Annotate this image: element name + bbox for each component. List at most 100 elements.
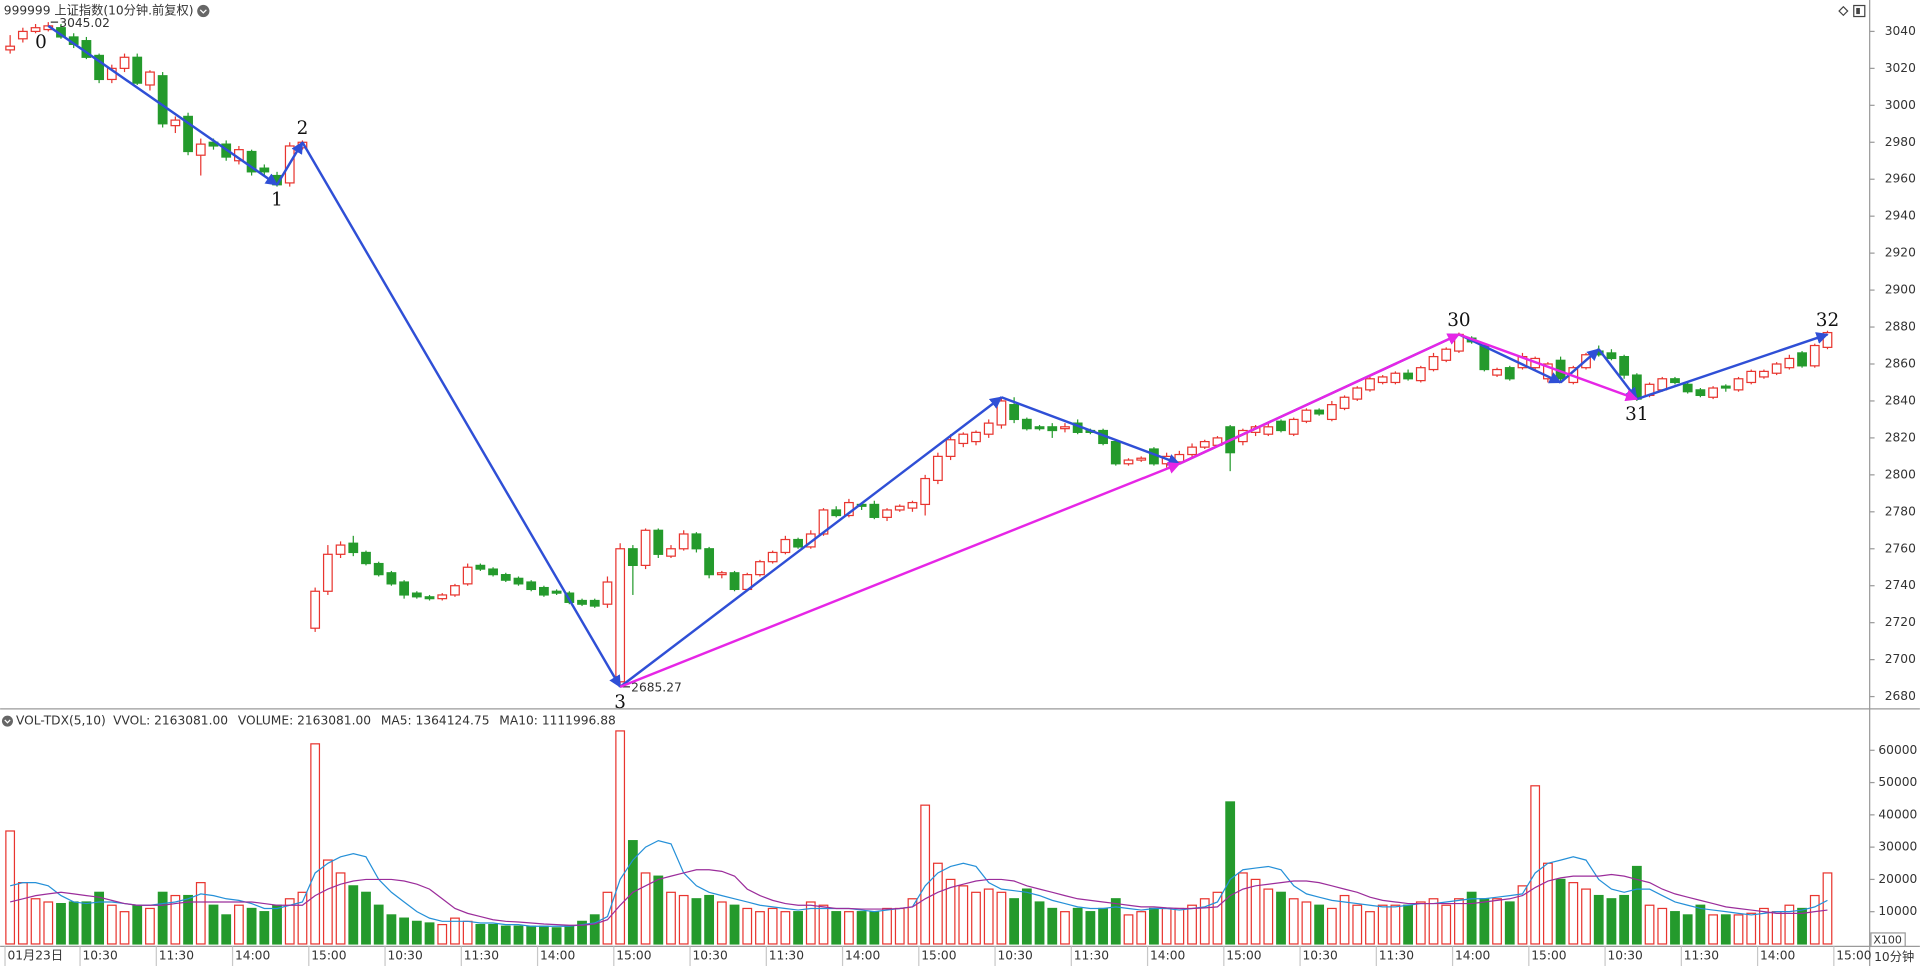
- volume-bar: [284, 898, 295, 945]
- volume-bar: [666, 891, 676, 945]
- x-tick-label: 11:30: [159, 949, 194, 963]
- candle-body: [907, 501, 918, 509]
- title-menu-button[interactable]: [197, 4, 210, 18]
- volume-bar: [1085, 911, 1096, 945]
- volume-bar: [272, 904, 282, 945]
- indicator-legend-item: MA5: 1364124.75: [381, 714, 490, 728]
- y-tick-label: 2760: [1885, 541, 1916, 555]
- volume-bar: [1377, 904, 1388, 945]
- wave-arrow: [619, 396, 1003, 688]
- candle-body: [1759, 370, 1769, 378]
- candle-body: [1021, 418, 1032, 430]
- y-tick-label: 2960: [1885, 172, 1916, 186]
- volume-bar: [221, 914, 232, 945]
- volume-y-tick-label: 60000: [1878, 743, 1917, 757]
- candle-body: [780, 538, 791, 554]
- indicator-menu-button[interactable]: [1, 715, 13, 727]
- candle-body: [615, 548, 626, 683]
- volume-bar: [488, 923, 498, 945]
- wave-arrow: [47, 24, 279, 186]
- volume-bar: [1733, 914, 1744, 945]
- candle-body: [818, 509, 829, 535]
- window-icon[interactable]: [1853, 4, 1866, 18]
- candle-body: [1720, 385, 1731, 389]
- volume-bar: [1797, 907, 1807, 945]
- x-tick-label: 10:30: [1303, 949, 1338, 963]
- candle-body: [869, 503, 880, 518]
- volume-bar: [1657, 907, 1668, 945]
- candle-body: [767, 551, 778, 563]
- volume-bar: [462, 920, 473, 945]
- volume-bar: [1822, 872, 1833, 945]
- candle-body: [361, 551, 371, 565]
- volume-bar: [1682, 914, 1693, 945]
- candle-body: [1123, 459, 1134, 465]
- candle-body: [755, 561, 765, 576]
- candle-body: [958, 433, 969, 445]
- volume-bar: [132, 904, 143, 945]
- x-tick-label: 14:00: [1150, 949, 1185, 963]
- y-tick-label: 2800: [1885, 467, 1916, 481]
- volume-bar: [1606, 898, 1617, 945]
- volume-bar: [1555, 878, 1566, 945]
- candle-body: [1047, 426, 1058, 432]
- volume-bar: [234, 904, 244, 945]
- volume-bar: [856, 911, 867, 945]
- x-tick-label: 15:00: [921, 949, 956, 963]
- candle-body: [805, 533, 816, 548]
- volume-bar: [1581, 888, 1591, 945]
- volume-bar: [1644, 904, 1655, 945]
- candle-body: [335, 544, 346, 555]
- candle-body: [539, 586, 549, 596]
- volume-y-tick-label: 50000: [1878, 775, 1917, 789]
- volume-bar: [1809, 894, 1820, 945]
- y-tick-label: 2840: [1885, 393, 1916, 407]
- candle-body: [996, 400, 1007, 426]
- candle-body: [475, 564, 486, 570]
- volume-bar: [920, 804, 931, 945]
- volume-bar: [386, 914, 397, 945]
- volume-bar: [1225, 801, 1236, 945]
- candle-body: [170, 119, 181, 127]
- volume-bar: [1072, 907, 1083, 945]
- candle-body: [437, 594, 448, 600]
- candle-body: [716, 572, 727, 576]
- wave-label: 31: [1625, 404, 1648, 425]
- draw-tool-icon[interactable]: [1838, 5, 1849, 17]
- volume-bar: [1542, 862, 1553, 945]
- indicator-legend-item: MA10: 1111996.88: [499, 714, 615, 728]
- candle-body: [932, 455, 943, 482]
- candle-body: [1301, 409, 1312, 422]
- volume-bar: [424, 922, 435, 945]
- x-tick-label: 15:00: [616, 949, 651, 963]
- volume-bar: [1771, 911, 1782, 945]
- volume-bar: [564, 925, 575, 945]
- volume-bar: [373, 904, 384, 945]
- volume-y-tick-label: 30000: [1878, 840, 1917, 854]
- wave-label: 3: [614, 692, 626, 713]
- volume-bar: [1619, 894, 1630, 945]
- y-tick-label: 2700: [1885, 652, 1916, 666]
- wave-arrow: [1458, 333, 1562, 384]
- volume-bar: [1237, 872, 1248, 945]
- volume-bar: [1174, 907, 1185, 945]
- volume-bar: [551, 927, 562, 945]
- candle-body: [119, 56, 130, 69]
- volume-bar: [1301, 901, 1312, 945]
- volume-bar: [1441, 904, 1452, 945]
- candle-body: [424, 596, 435, 600]
- candle-body: [386, 572, 397, 585]
- volume-bar: [297, 891, 308, 945]
- x-tick-label: 14:00: [540, 949, 575, 963]
- candle-body: [882, 509, 892, 518]
- volume-bar: [1326, 907, 1337, 945]
- volume-bar: [1403, 904, 1413, 945]
- volume-bar: [183, 894, 193, 945]
- volume-bar: [678, 894, 689, 945]
- candle-body: [678, 533, 689, 550]
- candle-body: [1606, 352, 1617, 360]
- candle-body: [602, 581, 613, 605]
- candle-body: [920, 477, 931, 506]
